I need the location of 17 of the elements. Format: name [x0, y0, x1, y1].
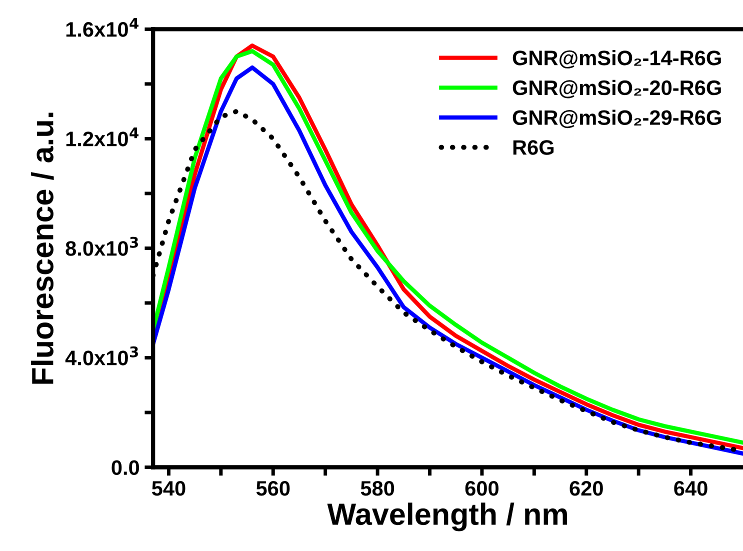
x-tick-label: 640: [674, 480, 708, 496]
y-axis-title: Fluorescence / a.u.: [31, 112, 54, 384]
legend-label: R6G: [513, 140, 554, 155]
y-tick-label: 0.0: [112, 460, 140, 475]
x-tick-label: 560: [256, 480, 290, 496]
legend-label: GNR@mSiO₂-20-R6G: [512, 80, 721, 98]
y-tick-label: 1.6x10$^{4}$: [66, 18, 138, 37]
y-tick-label: 8.0x10$^{3}$: [66, 236, 138, 256]
legend-label: GNR@mSiO₂-29-R6G: [512, 110, 721, 128]
y-tick-label: 1.2x10$^{4}$: [66, 128, 138, 146]
x-tick-label: 620: [570, 480, 603, 496]
x-tick-label: 580: [360, 480, 394, 496]
legend-label: GNR@mSiO₂-14-R6G: [512, 50, 721, 68]
x-tick-label: 540: [152, 480, 186, 496]
x-tick-label: 600: [465, 480, 498, 496]
x-axis-title: Wavelength / nm: [327, 502, 567, 532]
y-tick-label: 4.0x10$^{3}$: [65, 346, 138, 366]
